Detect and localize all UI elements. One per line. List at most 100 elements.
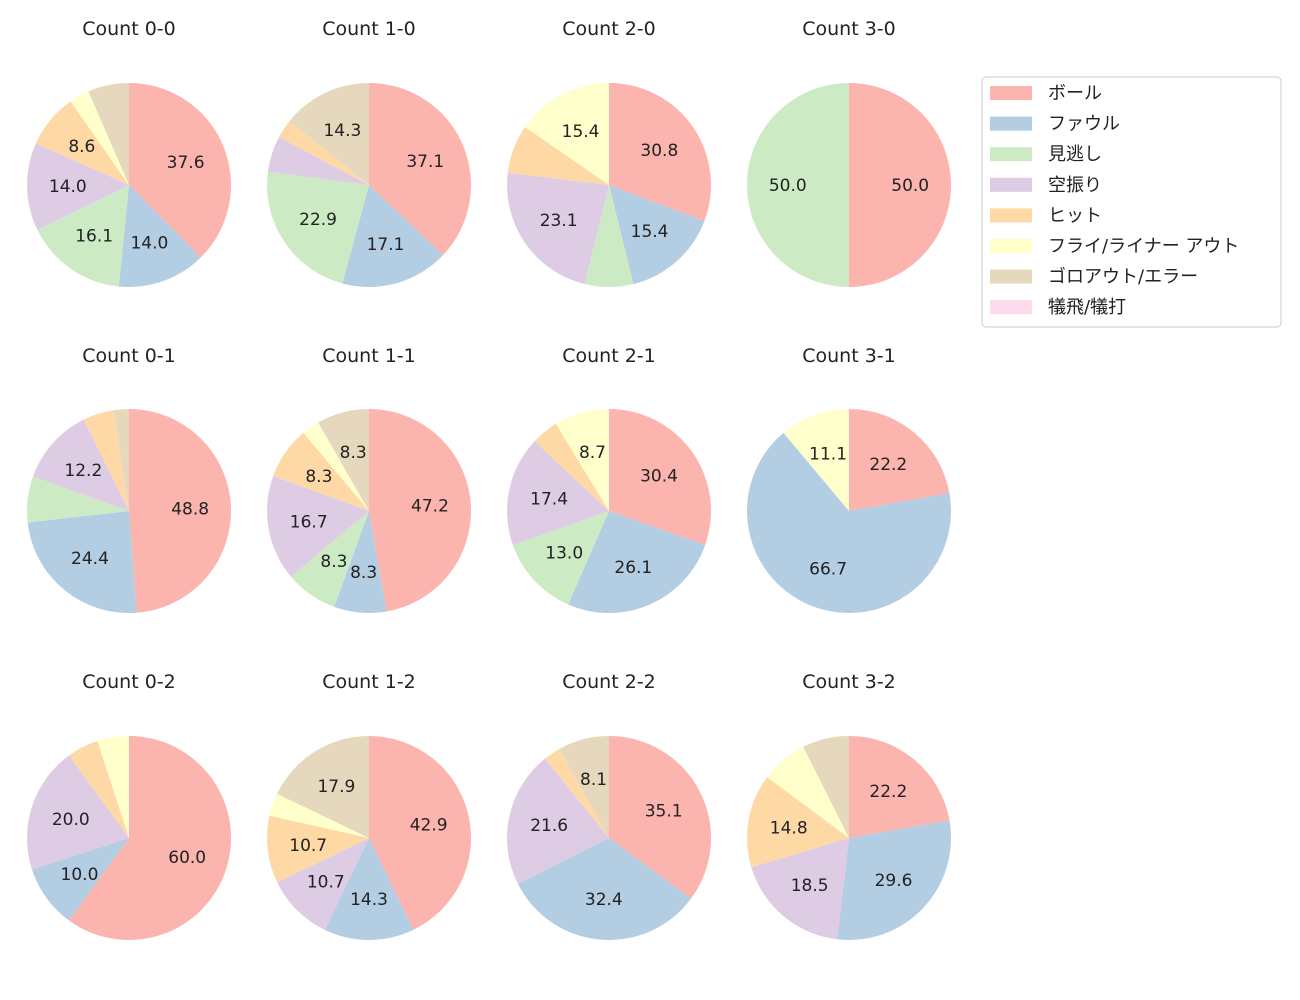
legend-label: ボール: [1048, 83, 1102, 104]
pie-title: Count 0-1: [82, 345, 176, 367]
slice-label: 17.4: [530, 489, 568, 509]
slice-label: 60.0: [168, 848, 206, 868]
slice-label: 50.0: [891, 176, 929, 196]
pie-title: Count 1-2: [322, 671, 416, 693]
slice-label: 37.6: [167, 153, 205, 173]
pie-slice: [369, 83, 472, 256]
legend-swatch: [990, 208, 1032, 223]
pie-slice: [534, 423, 609, 511]
pie-slice: [69, 736, 232, 940]
slice-label: 8.1: [580, 770, 607, 790]
pie-slice: [747, 432, 951, 613]
pie-slice: [584, 185, 634, 288]
pie-slice: [83, 410, 129, 511]
legend-swatch: [990, 147, 1032, 162]
pie-title: Count 2-1: [562, 345, 656, 367]
slice-label: 12.2: [64, 461, 102, 481]
pie-slice: [267, 171, 369, 284]
pie-title: Count 3-1: [802, 345, 896, 367]
slice-label: 15.4: [631, 222, 669, 242]
slice-label: 14.8: [770, 818, 808, 838]
pie-slice: [27, 755, 129, 870]
pie-slice: [783, 409, 849, 511]
pie-slice: [27, 143, 130, 231]
pie-title: Count 3-2: [802, 671, 896, 693]
legend-swatch: [990, 177, 1032, 192]
pie-slice: [525, 83, 609, 185]
pie-title: Count 0-0: [82, 18, 176, 40]
pie-slice: [35, 101, 129, 185]
pie-slice: [837, 820, 951, 941]
slice-label: 48.8: [171, 500, 209, 520]
pie-title: Count 2-2: [562, 671, 656, 693]
pie-slice: [517, 838, 692, 940]
pie-slice: [88, 83, 129, 185]
slice-label: 17.9: [317, 777, 355, 797]
pie-slice: [31, 838, 130, 921]
pie-slice: [747, 83, 849, 287]
slice-label: 66.7: [809, 560, 847, 580]
slice-label: 8.7: [579, 443, 606, 463]
pie-slice: [279, 121, 369, 185]
slice-label: 42.9: [410, 815, 448, 835]
slice-label: 22.2: [869, 782, 907, 802]
slice-label: 17.1: [367, 235, 405, 255]
pie-slice: [33, 419, 129, 511]
pie-slice: [609, 409, 711, 546]
slice-label: 16.7: [290, 513, 328, 533]
slice-label: 14.3: [350, 890, 388, 910]
pie-slice: [273, 432, 369, 511]
pie-slice: [97, 736, 129, 838]
slice-label: 29.6: [875, 871, 913, 891]
pie-slice: [767, 746, 849, 838]
slice-label: 50.0: [769, 176, 807, 196]
pie-slice: [544, 748, 609, 838]
pie-slice: [267, 136, 369, 185]
slice-label: 22.2: [869, 455, 907, 475]
slice-label: 14.0: [49, 177, 87, 197]
legend-label: 見逃し: [1048, 144, 1102, 165]
pie-slice: [129, 83, 232, 258]
pie-slice: [559, 736, 609, 838]
slice-label: 10.7: [307, 872, 345, 892]
pie-slice: [849, 409, 950, 511]
slice-label: 24.4: [71, 549, 109, 569]
legend-label: ファウル: [1048, 114, 1120, 135]
legend-label: フライ/ライナー アウト: [1048, 236, 1239, 257]
pie-slice: [747, 777, 849, 868]
pie-slice: [269, 793, 369, 838]
pie-slice: [803, 736, 849, 838]
legend-label: ゴロアウト/エラー: [1048, 267, 1198, 288]
pie-slice: [267, 815, 369, 883]
pie-slice: [324, 838, 414, 940]
pie-slice: [849, 83, 951, 287]
pie-slice: [334, 511, 387, 613]
slice-label: 37.1: [406, 152, 444, 172]
slice-label: 16.1: [75, 226, 113, 246]
slice-label: 47.2: [411, 497, 449, 517]
pie-slice: [303, 422, 369, 511]
legend-swatch: [990, 269, 1032, 284]
pie-slice: [70, 91, 129, 185]
pie-slice: [555, 409, 609, 511]
slice-label: 13.0: [545, 544, 583, 564]
pie-slice: [512, 511, 609, 605]
pie-slice: [289, 83, 369, 185]
pie-slice: [369, 409, 471, 612]
slice-label: 30.8: [640, 141, 678, 161]
pie-title: Count 1-0: [322, 18, 416, 40]
legend-label: 空振り: [1048, 175, 1102, 196]
legend-swatch: [990, 116, 1032, 131]
slice-label: 8.3: [305, 467, 332, 487]
pie-slice: [507, 758, 609, 884]
pie-slice: [609, 736, 712, 899]
pie-slice: [267, 475, 369, 577]
legend-label: ヒット: [1048, 205, 1102, 226]
slice-label: 8.3: [320, 552, 347, 572]
legend-label: 犠飛/犠打: [1048, 297, 1126, 318]
pie-title: Count 3-0: [802, 18, 896, 40]
slice-label: 10.0: [61, 865, 99, 885]
slice-label: 10.7: [289, 836, 327, 856]
slice-label: 11.1: [809, 444, 847, 464]
